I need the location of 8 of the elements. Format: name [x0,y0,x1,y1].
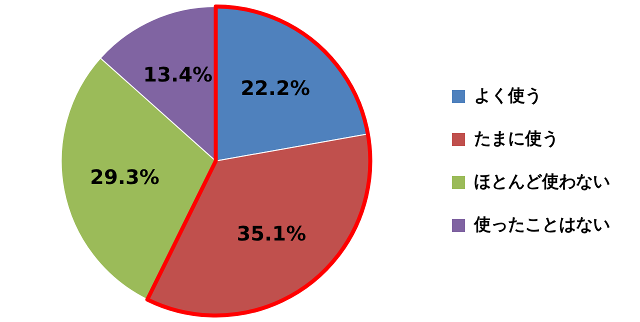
legend-label: ほとんど使わない [474,172,610,192]
legend-label: よく使う [474,86,542,106]
legend-label: たまに使う [474,128,559,149]
data-label: 22.2% [240,76,310,100]
legend-label: 使ったことはない [473,214,610,235]
data-label: 29.3% [90,164,160,189]
data-label: 13.4% [143,62,213,87]
data-label: 35.1% [236,221,306,246]
